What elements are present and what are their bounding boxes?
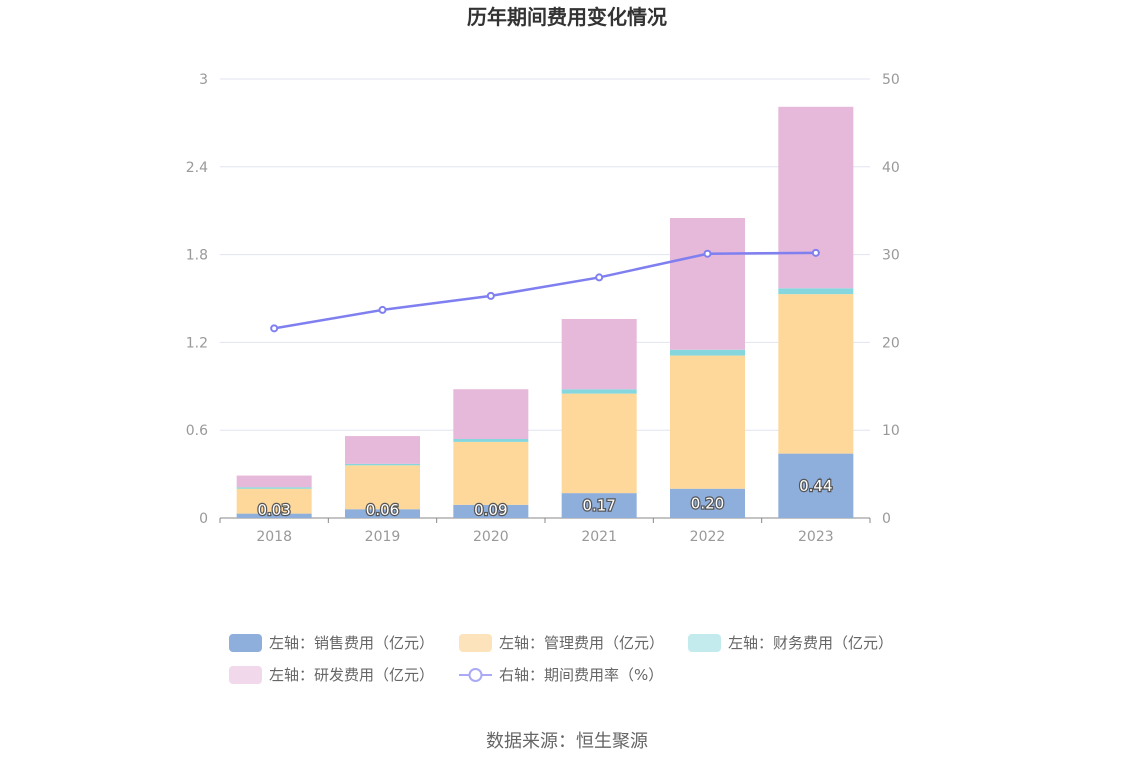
bar-segment-3-2021: [561, 389, 637, 394]
right-axis-tick: 30: [882, 248, 900, 264]
bar-segment-2-2020: [453, 441, 529, 505]
bar-segment-2-2022: [670, 355, 745, 489]
left-axis-tick: 2.4: [186, 160, 208, 176]
legend-label-5: 右轴：期间费用率（%）: [499, 666, 663, 684]
sales-label-2019: 0.06: [366, 501, 399, 519]
left-axis-tick: 0: [199, 511, 208, 527]
bar-segment-2-2018: [236, 488, 312, 514]
legend-line-marker: [468, 668, 483, 682]
rate-point-2022: [703, 249, 712, 258]
bar-segment-2-2023: [778, 294, 854, 454]
bar-segment-3-2019: [345, 463, 420, 466]
bar-segment-4-2023: [778, 106, 854, 289]
bar-segment-4-2022: [670, 218, 745, 350]
left-axis-tick: 3: [199, 72, 208, 88]
bar-segment-1-2023: [778, 453, 854, 518]
chart-title: 历年期间费用变化情况: [467, 5, 667, 29]
x-axis-tick: 2018: [256, 529, 292, 545]
bar-segment-4-2021: [561, 318, 637, 390]
legend-label-3: 左轴：财务费用（亿元）: [728, 634, 893, 652]
x-axis-tick: 2021: [581, 529, 617, 545]
bar-segment-1-2019: [345, 509, 420, 518]
legend-label-2: 左轴：管理费用（亿元）: [499, 634, 664, 652]
left-axis-tick: 1.8: [186, 248, 208, 264]
right-axis-tick: 40: [882, 160, 900, 176]
legend-swatch-1: [229, 634, 262, 652]
sales-label-2021: 0.17: [582, 497, 615, 515]
right-axis-tick: 20: [882, 335, 900, 351]
sales-label-2022: 0.20: [691, 494, 724, 512]
bar-segment-1-2021: [561, 493, 637, 518]
left-axis-tick: 1.2: [186, 335, 208, 351]
sales-label-2023: 0.44: [799, 477, 832, 495]
bar-segment-3-2023: [778, 288, 854, 295]
x-axis-tick: 2019: [365, 529, 401, 545]
legend-label-4: 左轴：研发费用（亿元）: [269, 666, 434, 684]
bar-segment-4-2020: [453, 389, 529, 439]
bar-segment-4-2019: [345, 436, 420, 464]
x-axis-tick: 2020: [473, 529, 509, 545]
x-axis-tick: 2022: [690, 529, 726, 545]
left-axis-tick: 0.6: [186, 423, 208, 439]
sales-label-2020: 0.09: [474, 501, 507, 519]
bar-segment-1-2020: [453, 504, 529, 518]
bar-segment-3-2018: [236, 487, 312, 489]
bar-segment-3-2022: [670, 349, 745, 356]
data-labels: 0.03 0.06 0.09 0.17 0.20 0.44: [256, 476, 833, 521]
source-note: 数据来源：恒生聚源: [486, 731, 648, 752]
bar-segment-3-2020: [453, 438, 529, 442]
bar-segment-1-2022: [670, 488, 745, 518]
legend-swatch-2: [459, 634, 492, 652]
right-axis-tick: 0: [882, 511, 891, 527]
legend: 左轴：销售费用（亿元） 左轴：管理费用（亿元） 左轴：财务费用（亿元） 左轴：研发费用…: [229, 634, 893, 684]
grid: [219, 78, 871, 523]
legend-swatch-4: [229, 666, 262, 684]
rate-line: [270, 248, 820, 333]
rate-point-2019: [378, 305, 387, 314]
rate-point-2020: [486, 291, 495, 300]
legend-label-1: 左轴：销售费用（亿元）: [269, 634, 434, 652]
rate-point-2018: [270, 324, 279, 333]
bar-segment-2-2021: [561, 393, 637, 494]
bar-segment-1-2018: [236, 513, 312, 518]
bar-segment-2-2019: [345, 465, 420, 510]
right-axis-tick: 50: [882, 72, 900, 88]
rate-line-path: [273, 251, 816, 330]
rate-point-2021: [595, 273, 604, 282]
right-axis-tick: 10: [882, 423, 900, 439]
rate-point-2023: [811, 248, 820, 257]
bars: [236, 106, 854, 518]
x-axis-tick: 2023: [798, 529, 834, 545]
bar-segment-4-2018: [236, 475, 312, 488]
legend-swatch-3: [688, 634, 721, 652]
sales-label-2018: 0.03: [257, 501, 290, 519]
